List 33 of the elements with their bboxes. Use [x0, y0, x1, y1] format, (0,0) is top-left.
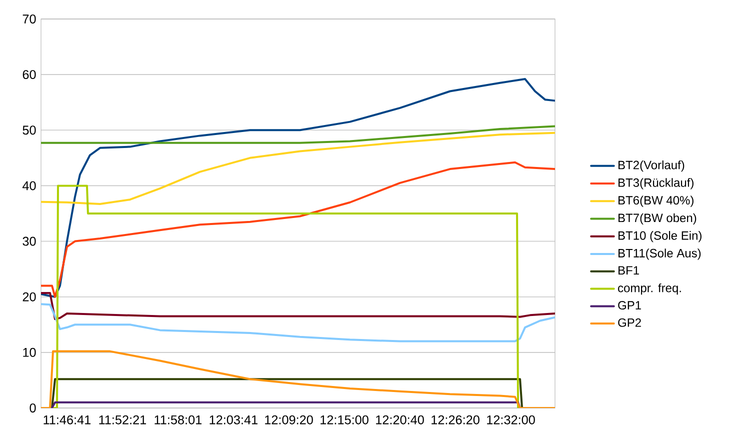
legend-label: GP2 — [618, 318, 641, 327]
x-tick-label: 11:58:01 — [154, 415, 202, 424]
y-tick-label: 60 — [22, 70, 36, 80]
y-tick-label: 30 — [22, 236, 36, 246]
legend-label: BF1 — [618, 266, 639, 275]
line-series — [41, 132, 556, 206]
line-series — [41, 78, 556, 298]
legend-label: BT7(BW oben) — [618, 213, 696, 225]
y-tick-label: 70 — [22, 14, 36, 24]
legend-label: BT10 (Sole Ein) — [618, 230, 702, 242]
x-tick-label: 12:26:20 — [432, 415, 480, 424]
x-tick-label: 12:03:41 — [210, 415, 258, 424]
legend-label: compr. freq. — [618, 283, 681, 295]
y-tick-label: 20 — [22, 292, 36, 302]
y-tick-label: 10 — [23, 348, 36, 357]
line-series — [41, 292, 556, 320]
y-tick-label: 0 — [30, 404, 36, 412]
legend-label: BT6(BW 40%) — [618, 196, 694, 207]
legend-label: BT11(Sole Aus) — [618, 248, 701, 260]
y-tick-label: 50 — [22, 126, 36, 135]
x-tick-label: 12:32:00 — [487, 415, 535, 424]
x-tick-label: 12:15:00 — [320, 415, 368, 424]
legend-label: GP1 — [618, 301, 641, 310]
y-tick-label: 40 — [22, 181, 36, 190]
x-tick-label: 12:20:40 — [376, 415, 424, 424]
line-series — [41, 125, 556, 144]
x-tick-label: 11:52:21 — [99, 415, 146, 424]
line-series — [41, 350, 556, 408]
x-tick-label: 12:09:20 — [265, 415, 313, 424]
legend-label: BT3(Rücklauf) — [618, 178, 694, 190]
line-series — [41, 161, 556, 298]
legend-label: BT2(Vorlauf) — [618, 160, 684, 172]
x-tick-label: 11:46:41 — [44, 415, 91, 424]
